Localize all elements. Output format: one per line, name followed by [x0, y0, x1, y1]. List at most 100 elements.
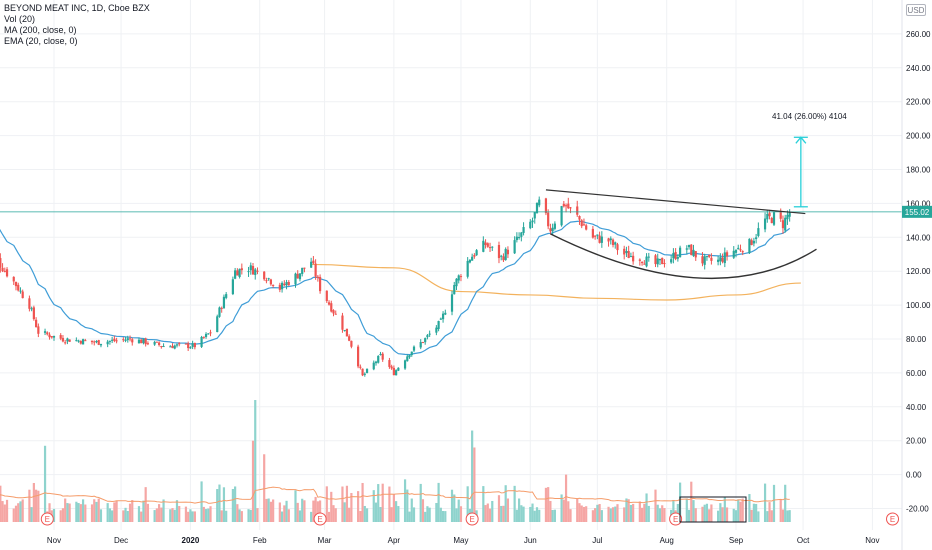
legend-ema[interactable]: EMA (20, close, 0)	[4, 36, 78, 46]
earnings-marker[interactable]: E	[40, 512, 54, 526]
legend-ma[interactable]: MA (200, close, 0)	[4, 25, 77, 35]
y-tick-label: 220.00	[906, 98, 931, 107]
candle-body	[193, 342, 196, 348]
volume-bar	[187, 511, 190, 522]
candle-body	[403, 360, 407, 369]
candle-body	[656, 258, 659, 265]
x-tick-label: Aug	[660, 536, 674, 545]
x-axis[interactable]: Nov Dec 2020 Feb Mar Apr May Jun Jul Aug Sep Oct Nov…	[47, 536, 932, 545]
candle-body	[280, 282, 284, 290]
candle-body	[708, 255, 711, 257]
candle-body	[685, 248, 688, 250]
volume-bar	[529, 506, 532, 522]
volume-bar	[144, 487, 147, 522]
candle-body	[670, 259, 673, 263]
volume-bar	[569, 509, 572, 522]
grid-lines	[0, 0, 902, 530]
ema-20-line	[0, 220, 791, 356]
volume-bar	[131, 500, 134, 522]
candle-body	[580, 220, 583, 227]
volume-highlight-box[interactable]	[679, 496, 747, 523]
earnings-marker[interactable]: E	[313, 512, 327, 526]
candle-body	[12, 276, 15, 282]
candle-body	[614, 242, 617, 245]
legend-volume[interactable]: Vol (20)	[4, 14, 36, 24]
earnings-marker[interactable]: E	[886, 512, 900, 526]
volume-bar	[269, 501, 272, 522]
candle-body	[216, 316, 219, 333]
candle-body	[238, 268, 241, 278]
candle-body	[623, 248, 626, 255]
candle-body	[591, 228, 594, 238]
volume-bar	[256, 508, 259, 522]
candle-body	[19, 290, 22, 292]
x-tick-label: Dec	[114, 536, 128, 545]
rounding-bottom-drawing[interactable]	[550, 233, 817, 280]
volume-bar	[582, 506, 586, 522]
earnings-marker[interactable]: E	[669, 512, 683, 526]
volume-bar	[544, 487, 548, 522]
candle-body	[178, 343, 181, 345]
volume-bar	[28, 489, 31, 522]
candle-body	[518, 237, 521, 239]
volume-bar	[341, 486, 344, 522]
volume-bar	[32, 482, 35, 522]
price-range-measure[interactable]	[793, 136, 808, 208]
candle-body	[272, 284, 275, 286]
ma-200-line	[311, 263, 801, 301]
volume-bar	[591, 510, 594, 522]
volume-bar	[280, 511, 284, 522]
volume-bar	[0, 485, 2, 522]
candle-body	[77, 340, 80, 342]
volume-bar	[381, 483, 384, 522]
volume-bar	[43, 445, 47, 522]
volume-bar	[781, 509, 785, 522]
candle-body	[757, 228, 760, 236]
y-tick-label: 40.00	[906, 403, 927, 412]
candle-body	[236, 270, 239, 276]
volume-bar	[609, 508, 612, 522]
currency-button[interactable]: USD	[906, 4, 926, 16]
candle-body	[97, 340, 100, 345]
volume-bar	[113, 502, 116, 522]
volume-bar	[48, 503, 51, 522]
candle-body	[395, 370, 398, 376]
candle-body	[298, 273, 302, 280]
svg-text:155.02: 155.02	[905, 208, 930, 217]
candle-body	[234, 270, 237, 279]
volume-bar	[222, 487, 226, 522]
volume-bar	[263, 454, 266, 522]
volume-bar	[734, 510, 738, 522]
y-axis[interactable]: 260.00 240.00 220.00 200.00 180.00 160.00 140.…	[906, 30, 931, 514]
candle-body	[450, 294, 454, 312]
trendline-drawing[interactable]	[545, 189, 806, 215]
volume-bar	[327, 511, 331, 522]
volume-bar	[303, 500, 306, 522]
volume-bar	[547, 487, 550, 522]
legend-symbol[interactable]: BEYOND MEAT INC, 1D, Cboe BZX	[4, 3, 150, 13]
volume-bar	[551, 510, 554, 522]
volume-bar	[272, 499, 275, 522]
candle-body	[473, 255, 476, 257]
volume-bar	[204, 509, 208, 522]
candle-body	[725, 252, 729, 257]
volume-bar	[278, 502, 281, 522]
candle-body	[535, 203, 539, 214]
candle-body	[549, 228, 552, 232]
volume-bar	[52, 508, 56, 522]
candle-body	[598, 235, 601, 243]
price-scale-background[interactable]	[902, 0, 932, 550]
volume-bar	[538, 509, 541, 522]
volume-bar	[607, 506, 610, 522]
volume-bar	[488, 508, 492, 522]
candle-body	[564, 205, 568, 207]
candle-body	[723, 252, 726, 264]
volume-bar	[314, 496, 317, 522]
candle-body	[770, 218, 773, 224]
candle-body	[222, 296, 226, 309]
earnings-marker[interactable]: E	[465, 512, 479, 526]
volume-bar	[482, 486, 485, 522]
volume-bar	[202, 506, 205, 522]
